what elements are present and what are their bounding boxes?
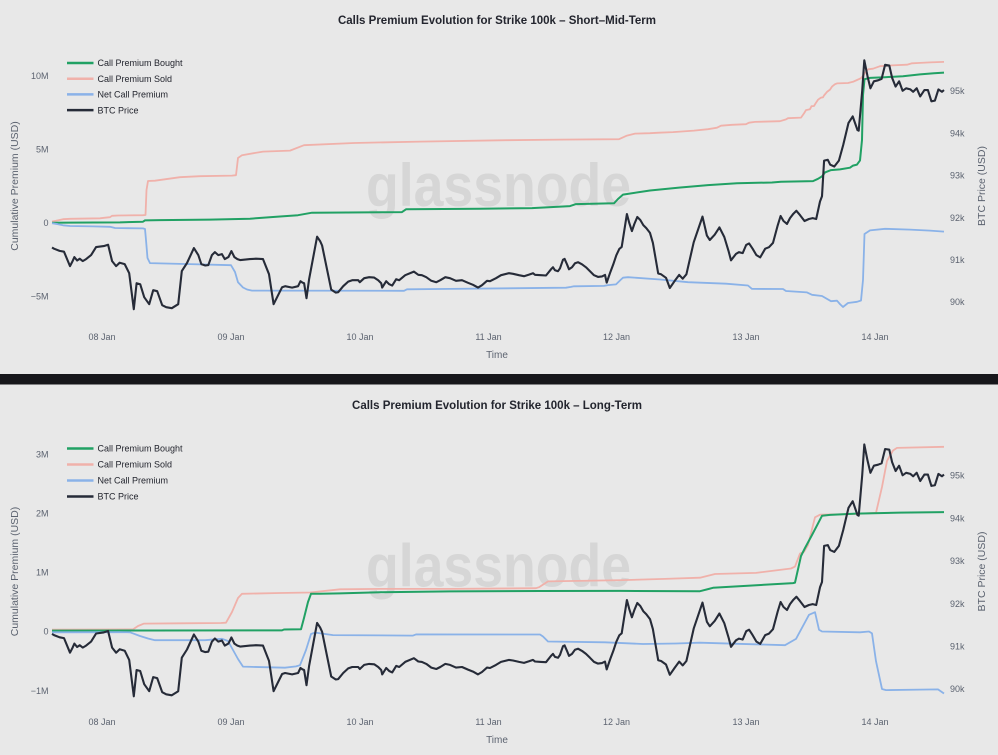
svg-text:10M: 10M — [31, 71, 49, 81]
svg-text:09 Jan: 09 Jan — [217, 717, 244, 727]
svg-text:92k: 92k — [950, 213, 965, 223]
svg-text:13 Jan: 13 Jan — [732, 332, 759, 342]
svg-text:09 Jan: 09 Jan — [217, 332, 244, 342]
svg-text:14 Jan: 14 Jan — [861, 332, 888, 342]
svg-text:0: 0 — [43, 627, 48, 637]
svg-text:94k: 94k — [950, 128, 965, 138]
svg-text:BTC Price (USD): BTC Price (USD) — [976, 532, 988, 612]
svg-text:14 Jan: 14 Jan — [861, 717, 888, 727]
svg-text:93k: 93k — [950, 556, 965, 566]
svg-text:13 Jan: 13 Jan — [732, 717, 759, 727]
svg-text:90k: 90k — [950, 297, 965, 307]
svg-text:12 Jan: 12 Jan — [603, 717, 630, 727]
svg-text:BTC Price: BTC Price — [98, 105, 139, 115]
svg-text:Call Premium Sold: Call Premium Sold — [98, 460, 173, 470]
svg-text:Time: Time — [486, 350, 508, 361]
svg-text:Call Premium Bought: Call Premium Bought — [98, 58, 184, 68]
svg-text:−1M: −1M — [31, 686, 49, 696]
svg-text:1M: 1M — [36, 568, 49, 578]
svg-text:10 Jan: 10 Jan — [346, 332, 373, 342]
svg-text:Time: Time — [486, 735, 508, 746]
svg-text:08 Jan: 08 Jan — [88, 717, 115, 727]
svg-text:3M: 3M — [36, 449, 49, 459]
svg-text:90k: 90k — [950, 684, 965, 694]
svg-text:91k: 91k — [950, 642, 965, 652]
svg-text:95k: 95k — [950, 86, 965, 96]
svg-text:BTC Price: BTC Price — [98, 492, 139, 502]
svg-text:92k: 92k — [950, 599, 965, 609]
svg-text:5M: 5M — [36, 145, 49, 155]
svg-text:Calls Premium Evolution for St: Calls Premium Evolution for Strike 100k … — [338, 15, 656, 27]
svg-text:91k: 91k — [950, 255, 965, 265]
svg-text:95k: 95k — [950, 471, 965, 481]
svg-text:2M: 2M — [36, 509, 49, 519]
svg-text:Net Call Premium: Net Call Premium — [98, 90, 169, 100]
svg-text:BTC Price (USD): BTC Price (USD) — [976, 146, 988, 226]
svg-text:Cumulative Premium (USD): Cumulative Premium (USD) — [9, 507, 21, 637]
svg-text:Call Premium Bought: Call Premium Bought — [98, 444, 184, 454]
svg-text:Cumulative Premium (USD): Cumulative Premium (USD) — [9, 121, 21, 251]
svg-text:0: 0 — [43, 218, 48, 228]
svg-text:11 Jan: 11 Jan — [475, 717, 501, 727]
svg-text:Calls Premium Evolution for St: Calls Premium Evolution for Strike 100k … — [352, 400, 642, 412]
svg-text:10 Jan: 10 Jan — [346, 717, 373, 727]
svg-text:Call Premium Sold: Call Premium Sold — [98, 74, 173, 84]
svg-text:12 Jan: 12 Jan — [603, 332, 630, 342]
svg-text:−5M: −5M — [31, 292, 49, 302]
svg-text:11 Jan: 11 Jan — [475, 332, 501, 342]
svg-text:94k: 94k — [950, 513, 965, 523]
svg-text:93k: 93k — [950, 171, 965, 181]
svg-text:08 Jan: 08 Jan — [88, 332, 115, 342]
svg-text:Net Call Premium: Net Call Premium — [98, 476, 169, 486]
